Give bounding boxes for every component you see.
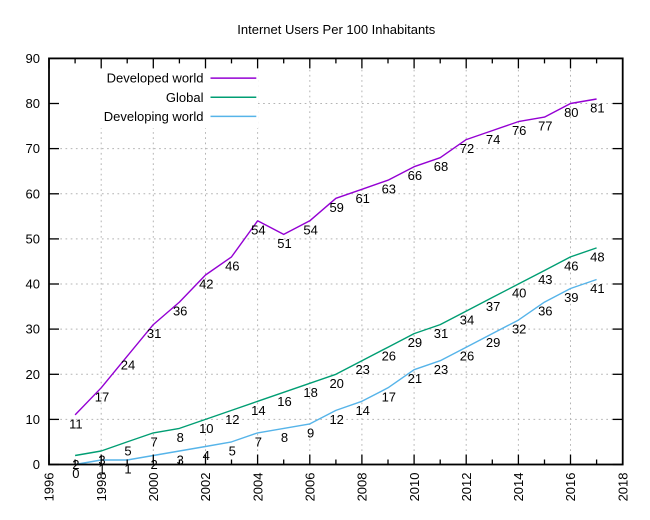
svg-text:23: 23 [434, 362, 448, 377]
svg-text:2018: 2018 [615, 473, 630, 502]
svg-text:0: 0 [33, 457, 40, 472]
svg-text:2000: 2000 [146, 473, 161, 502]
svg-text:1: 1 [124, 462, 131, 477]
svg-text:90: 90 [26, 51, 40, 66]
svg-text:2016: 2016 [563, 473, 578, 502]
svg-text:17: 17 [382, 389, 396, 404]
svg-text:46: 46 [225, 258, 239, 273]
svg-text:Internet Users Per 100 Inhabit: Internet Users Per 100 Inhabitants [237, 22, 436, 37]
svg-text:0: 0 [72, 466, 79, 481]
svg-text:54: 54 [251, 222, 265, 237]
svg-text:Global: Global [166, 90, 204, 105]
svg-text:7: 7 [150, 434, 157, 449]
svg-text:4: 4 [203, 448, 210, 463]
svg-text:2014: 2014 [511, 473, 526, 502]
svg-text:2010: 2010 [407, 473, 422, 502]
svg-text:2008: 2008 [355, 473, 370, 502]
svg-text:68: 68 [434, 159, 448, 174]
svg-text:1: 1 [98, 462, 105, 477]
svg-text:77: 77 [538, 119, 552, 134]
svg-text:Developed world: Developed world [107, 71, 204, 86]
svg-text:80: 80 [564, 105, 578, 120]
svg-text:37: 37 [486, 299, 500, 314]
svg-text:40: 40 [26, 277, 40, 292]
svg-text:34: 34 [460, 313, 474, 328]
svg-text:72: 72 [460, 141, 474, 156]
svg-text:29: 29 [408, 335, 422, 350]
svg-text:5: 5 [124, 443, 131, 458]
svg-text:60: 60 [26, 186, 40, 201]
svg-text:3: 3 [177, 453, 184, 468]
svg-text:32: 32 [512, 322, 526, 337]
svg-text:43: 43 [538, 272, 552, 287]
svg-text:1998: 1998 [94, 473, 109, 502]
svg-text:80: 80 [26, 96, 40, 111]
svg-text:7: 7 [255, 434, 262, 449]
svg-text:41: 41 [590, 281, 604, 296]
svg-text:8: 8 [177, 430, 184, 445]
svg-text:29: 29 [486, 335, 500, 350]
svg-text:2: 2 [150, 457, 157, 472]
svg-text:54: 54 [303, 222, 317, 237]
svg-text:51: 51 [277, 236, 291, 251]
svg-text:36: 36 [173, 304, 187, 319]
svg-text:42: 42 [199, 277, 213, 292]
svg-text:3: 3 [98, 453, 105, 468]
svg-text:2002: 2002 [198, 473, 213, 502]
svg-text:10: 10 [199, 421, 213, 436]
svg-text:2006: 2006 [303, 473, 318, 502]
svg-text:26: 26 [460, 349, 474, 364]
svg-text:14: 14 [355, 403, 369, 418]
svg-text:48: 48 [590, 249, 604, 264]
svg-text:59: 59 [329, 200, 343, 215]
svg-text:11: 11 [69, 416, 83, 431]
svg-text:12: 12 [225, 412, 239, 427]
svg-text:39: 39 [564, 290, 578, 305]
svg-text:21: 21 [408, 371, 422, 386]
svg-text:1996: 1996 [42, 473, 57, 502]
svg-text:30: 30 [26, 322, 40, 337]
svg-text:61: 61 [355, 191, 369, 206]
svg-text:76: 76 [512, 123, 526, 138]
svg-text:5: 5 [229, 443, 236, 458]
svg-text:10: 10 [26, 412, 40, 427]
svg-text:26: 26 [382, 349, 396, 364]
svg-text:36: 36 [538, 304, 552, 319]
svg-text:20: 20 [329, 376, 343, 391]
svg-text:40: 40 [512, 286, 526, 301]
svg-text:2004: 2004 [250, 473, 265, 502]
svg-text:12: 12 [329, 412, 343, 427]
svg-text:17: 17 [95, 389, 109, 404]
svg-text:2: 2 [72, 457, 79, 472]
svg-text:16: 16 [277, 394, 291, 409]
svg-text:31: 31 [147, 326, 161, 341]
svg-text:31: 31 [434, 326, 448, 341]
svg-text:8: 8 [281, 430, 288, 445]
svg-text:18: 18 [303, 385, 317, 400]
svg-text:9: 9 [307, 425, 314, 440]
svg-text:66: 66 [408, 168, 422, 183]
svg-text:20: 20 [26, 367, 40, 382]
svg-text:24: 24 [121, 358, 135, 373]
svg-text:74: 74 [486, 132, 500, 147]
svg-text:81: 81 [590, 101, 604, 116]
svg-text:2012: 2012 [459, 473, 474, 502]
svg-text:23: 23 [355, 362, 369, 377]
svg-text:50: 50 [26, 231, 40, 246]
svg-text:Developing world: Developing world [104, 109, 204, 124]
svg-text:63: 63 [382, 182, 396, 197]
svg-text:14: 14 [251, 403, 265, 418]
svg-text:46: 46 [564, 258, 578, 273]
svg-text:70: 70 [26, 141, 40, 156]
